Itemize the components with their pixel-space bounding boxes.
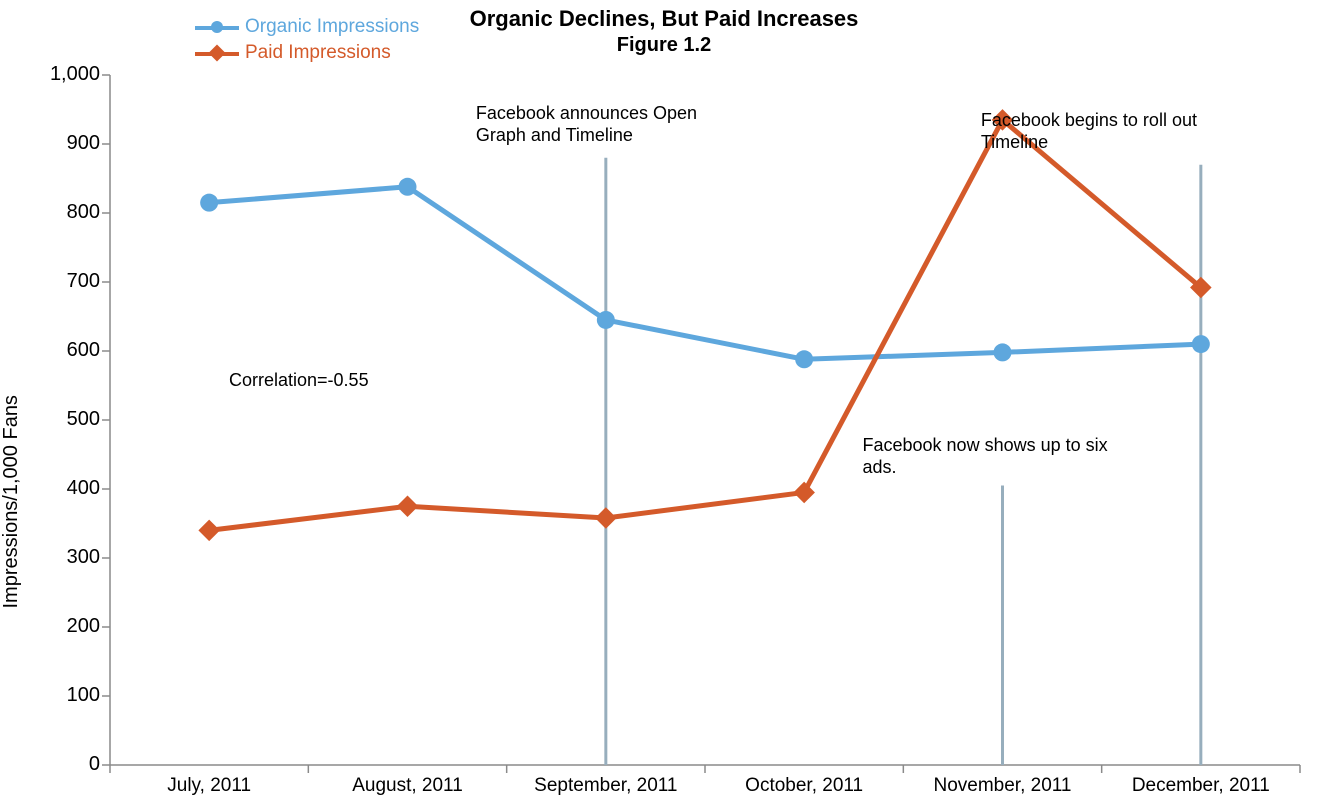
x-tick-label: October, 2011 <box>704 775 904 797</box>
data-marker <box>399 178 417 196</box>
y-tick-label: 700 <box>30 270 100 293</box>
y-tick-label: 0 <box>30 753 100 776</box>
y-tick-label: 200 <box>30 615 100 638</box>
data-marker <box>595 507 617 529</box>
legend-swatch <box>195 43 239 63</box>
legend-label: Paid Impressions <box>245 42 391 64</box>
y-tick-label: 800 <box>30 201 100 224</box>
plot-svg <box>110 75 1300 765</box>
y-tick-label: 100 <box>30 684 100 707</box>
data-marker <box>200 194 218 212</box>
legend-swatch <box>195 17 239 37</box>
legend: Organic Impressions Paid Impressions <box>195 14 419 66</box>
y-axis-title: Impressions/1,000 Fans <box>0 395 23 608</box>
x-tick-label: September, 2011 <box>506 775 706 797</box>
chart-container: Organic Declines, But Paid Increases Fig… <box>0 0 1328 806</box>
data-marker <box>795 350 813 368</box>
x-tick-label: November, 2011 <box>903 775 1103 797</box>
data-marker <box>994 343 1012 361</box>
data-marker <box>793 482 815 504</box>
data-marker <box>597 311 615 329</box>
event-annotation: Facebook announces Open Graph and Timeli… <box>476 102 736 147</box>
event-annotation: Facebook now shows up to six ads. <box>863 434 1143 479</box>
legend-label: Organic Impressions <box>245 16 419 38</box>
event-annotation: Facebook begins to roll out Timeline <box>981 109 1241 154</box>
circle-marker-icon <box>211 21 223 33</box>
data-marker <box>1192 335 1210 353</box>
y-tick-label: 500 <box>30 408 100 431</box>
x-tick-label: July, 2011 <box>109 775 309 797</box>
diamond-marker-icon <box>209 45 226 62</box>
legend-item: Organic Impressions <box>195 14 419 40</box>
x-tick-label: August, 2011 <box>308 775 508 797</box>
y-tick-label: 300 <box>30 546 100 569</box>
data-marker <box>198 520 220 542</box>
x-tick-label: December, 2011 <box>1101 775 1301 797</box>
y-tick-label: 900 <box>30 132 100 155</box>
y-tick-label: 400 <box>30 477 100 500</box>
plot-area: 01002003004005006007008009001,000July, 2… <box>110 75 1300 765</box>
y-tick-label: 1,000 <box>30 63 100 86</box>
correlation-annotation: Correlation=-0.55 <box>229 369 369 392</box>
legend-item: Paid Impressions <box>195 40 419 66</box>
series-line <box>209 187 1201 360</box>
data-marker <box>397 495 419 517</box>
y-tick-label: 600 <box>30 339 100 362</box>
